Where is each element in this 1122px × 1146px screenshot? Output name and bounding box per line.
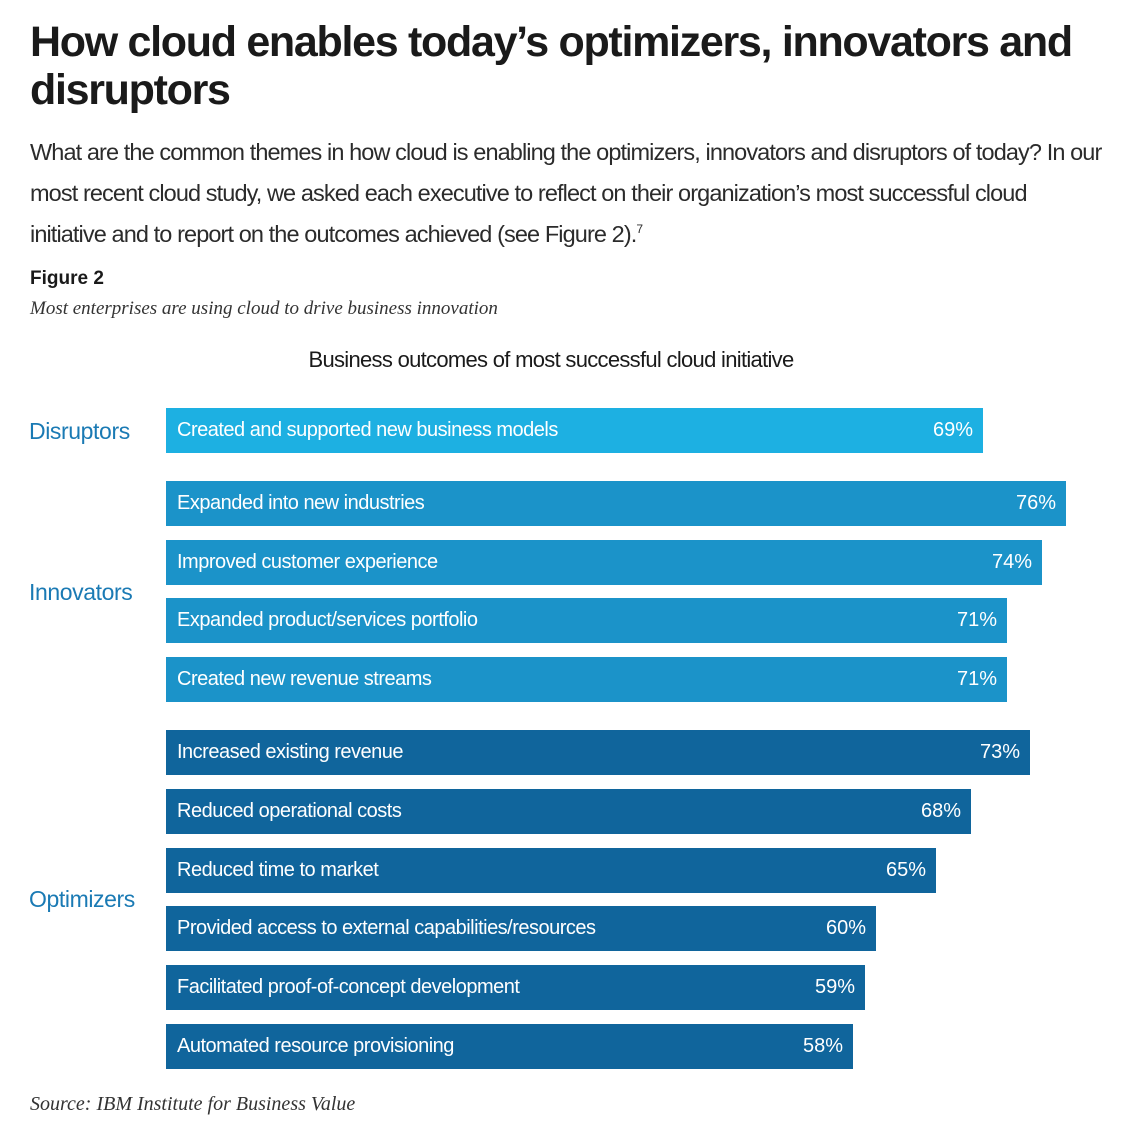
bar-disruptors: Created and supported new business model…	[166, 408, 983, 453]
bar-optimizers: Reduced operational costs 68%	[166, 789, 971, 834]
bar-category-label: Created and supported new business model…	[177, 419, 558, 441]
bar-value-label: 68%	[920, 800, 961, 822]
bar-value-label: 60%	[825, 917, 866, 939]
bar-value-label: 71%	[956, 668, 997, 690]
chart-title: Business outcomes of most successful clo…	[308, 347, 794, 372]
figure-label: Figure 2	[30, 268, 104, 289]
bar-optimizers: Provided access to external capabilities…	[166, 906, 876, 951]
page-title: How cloud enables today’s optimizers, in…	[30, 18, 1073, 114]
bar-value-label: 59%	[814, 976, 855, 998]
bar-innovators: Improved customer experience 74%	[166, 540, 1042, 585]
footnote-marker: 7	[636, 222, 643, 237]
bar-value-label: 74%	[991, 551, 1032, 573]
bar-optimizers: Increased existing revenue 73%	[166, 730, 1030, 775]
bar-optimizers: Automated resource provisioning 58%	[166, 1024, 853, 1069]
bar-value-label: 73%	[979, 741, 1020, 763]
bar-innovators: Expanded product/services portfolio 71%	[166, 598, 1007, 643]
bar-category-label: Facilitated proof-of-concept development	[177, 976, 520, 998]
group-label-innovators: Innovators	[29, 579, 133, 605]
group-label-disruptors: Disruptors	[29, 418, 130, 444]
bar-innovators: Expanded into new industries 76%	[166, 481, 1066, 526]
bar-category-label: Improved customer experience	[177, 551, 438, 573]
bar-category-label: Reduced operational costs	[177, 800, 402, 822]
bar-category-label: Increased existing revenue	[177, 741, 404, 763]
bar-innovators: Created new revenue streams 71%	[166, 657, 1007, 702]
bar-category-label: Created new revenue streams	[177, 668, 432, 690]
bar-category-label: Provided access to external capabilities…	[177, 917, 596, 939]
bar-value-label: 69%	[932, 419, 973, 441]
group-label-optimizers: Optimizers	[29, 886, 135, 912]
bar-value-label: 58%	[802, 1035, 843, 1057]
bar-value-label: 76%	[1015, 492, 1056, 514]
intro-text: What are the common themes in how cloud …	[30, 139, 1102, 247]
bar-optimizers: Facilitated proof-of-concept development…	[166, 965, 865, 1010]
intro-paragraph: What are the common themes in how cloud …	[30, 132, 1105, 255]
bar-category-label: Reduced time to market	[177, 859, 379, 881]
source-note: Source: IBM Institute for Business Value	[30, 1093, 356, 1115]
bar-category-label: Automated resource provisioning	[177, 1035, 454, 1057]
bar-optimizers: Reduced time to market 65%	[166, 848, 936, 893]
figure-caption: Most enterprises are using cloud to driv…	[30, 298, 498, 319]
bar-category-label: Expanded into new industries	[177, 492, 425, 514]
bar-value-label: 71%	[956, 609, 997, 631]
bar-value-label: 65%	[885, 859, 926, 881]
bar-category-label: Expanded product/services portfolio	[177, 609, 478, 631]
